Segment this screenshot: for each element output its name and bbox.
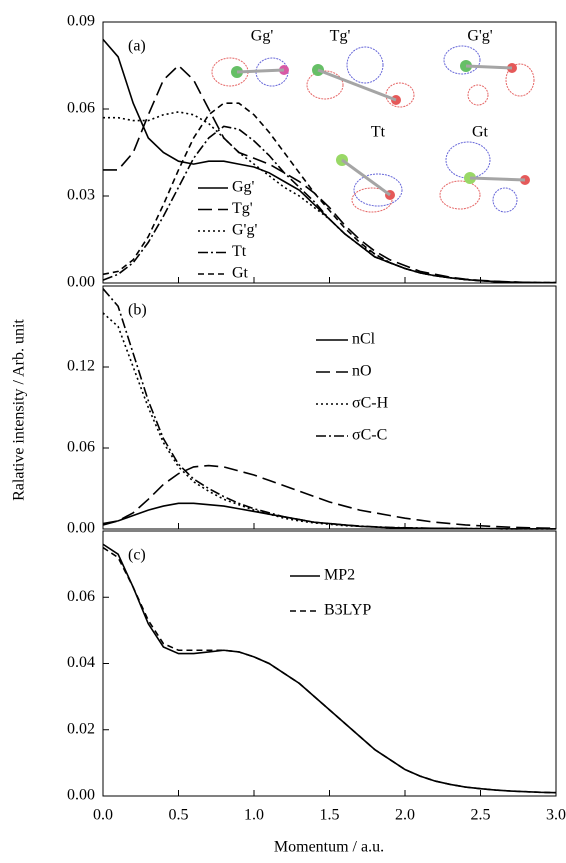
- legend-label: nCl: [352, 331, 376, 348]
- y-tick-label: 0.06: [67, 439, 95, 456]
- x-axis-title: Momentum / a.u.: [274, 839, 384, 856]
- legend-label: Gg': [232, 179, 255, 196]
- orbital-label: Gt: [472, 124, 489, 141]
- legend-label: Tt: [232, 243, 247, 260]
- orbital-gg: [212, 58, 289, 86]
- x-tick-label: 1.5: [320, 807, 340, 824]
- y-tick-label: 0.12: [67, 358, 95, 375]
- x-tick-label: 2.0: [395, 807, 415, 824]
- x-tick-label: 0.5: [169, 807, 189, 824]
- y-tick-label: 0.00: [67, 520, 95, 537]
- panel-label: (a): [128, 38, 146, 55]
- y-tick-label: 0.06: [67, 588, 95, 605]
- legend-label: nO: [352, 363, 372, 380]
- y-tick-label: 0.06: [67, 100, 95, 117]
- y-tick-label: 0.04: [67, 654, 95, 671]
- panel-label: (b): [128, 302, 147, 319]
- line-series: [103, 112, 556, 283]
- x-tick-label: 0.0: [93, 807, 113, 824]
- x-tick-label: 1.0: [244, 807, 264, 824]
- orbital-label: Tt: [371, 124, 386, 141]
- legend-label: σC-C: [352, 427, 387, 444]
- legend-label: Gt: [232, 265, 249, 282]
- y-axis-title: Ralative intensity / Arb. unit: [11, 319, 28, 501]
- y-tick-label: 0.00: [67, 274, 95, 291]
- orbital-tg: [307, 47, 414, 107]
- x-tick-label: 3.0: [546, 807, 566, 824]
- legend-label: G'g': [232, 222, 257, 239]
- legend-label: Tg': [232, 200, 253, 217]
- orbital-gpg: [444, 46, 534, 105]
- line-series: [103, 126, 556, 282]
- orbital-label: G'g': [467, 28, 492, 45]
- line-series: [103, 466, 556, 529]
- y-tick-label: 0.09: [67, 13, 95, 30]
- orbital-tt: [336, 154, 402, 212]
- orbital-label: Tg': [330, 28, 351, 45]
- orbital-gt: [440, 142, 530, 212]
- legend-label: MP2: [324, 567, 355, 584]
- chart: 0.00 0.03 0.06 0.09 (a) Gg' Tg' G'g' Tt Gt Gg' Tg' G…: [0, 0, 566, 863]
- plot-frame: [103, 286, 556, 529]
- y-tick-label: 0.00: [67, 787, 95, 804]
- orbital-label: Gg': [251, 28, 274, 45]
- line-series: [103, 313, 556, 529]
- legend-label: B3LYP: [324, 602, 371, 619]
- line-series: [103, 548, 556, 793]
- line-series: [103, 66, 556, 283]
- y-tick-label: 0.03: [67, 187, 95, 204]
- y-tick-label: 0.02: [67, 720, 95, 737]
- x-tick-label: 2.5: [471, 807, 491, 824]
- legend-label: σC-H: [352, 395, 389, 412]
- panel-label: (c): [128, 547, 146, 564]
- line-series: [103, 103, 556, 283]
- page: {"chart_data": [ {"type": "line", "panel…: [0, 0, 566, 863]
- line-series: [103, 289, 556, 529]
